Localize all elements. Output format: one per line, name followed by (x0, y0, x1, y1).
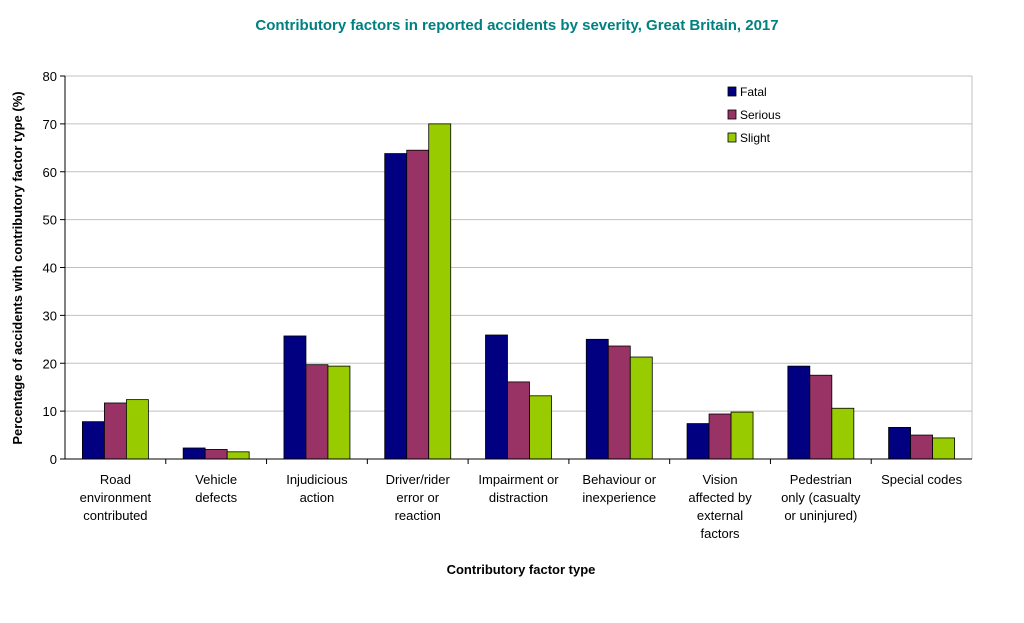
x-category-label: error or (396, 490, 439, 505)
legend-label-slight: Slight (740, 131, 771, 145)
x-category-label: environment (80, 490, 152, 505)
bar-slight (428, 123, 452, 460)
x-category-label: Impairment or (478, 472, 559, 487)
bar-serious (406, 149, 430, 460)
bar-slight (831, 407, 855, 460)
bar-fatal (787, 365, 811, 460)
legend-label-serious: Serious (740, 108, 781, 122)
x-category-label: Behaviour or (582, 472, 656, 487)
legend-swatch-fatal (727, 86, 737, 97)
gridlines (60, 75, 973, 460)
bar-fatal (81, 421, 105, 460)
y-tick-labels: 0 10 20 30 40 50 60 70 80 (43, 69, 57, 467)
bar-fatal (283, 335, 307, 460)
bar-slight (932, 437, 956, 460)
bar-fatal (485, 334, 508, 460)
x-axis-title: Contributory factor type (447, 562, 596, 577)
bar-serious (204, 449, 228, 460)
x-category-label: Special codes (881, 472, 962, 487)
legend: Fatal Serious Slight (727, 85, 781, 145)
bar-fatal (182, 447, 206, 460)
x-category-label: Road (100, 472, 131, 487)
x-category-label: defects (195, 490, 237, 505)
x-category-label: distraction (489, 490, 548, 505)
bar-serious (910, 434, 934, 460)
x-category-label: Driver/rider (386, 472, 451, 487)
bar-fatal (686, 423, 710, 460)
x-category-label: only (casualty (781, 490, 861, 505)
bar-slight (529, 395, 552, 460)
y-tick-label: 80 (43, 69, 57, 84)
y-tick-label: 50 (43, 213, 57, 228)
x-category-label: inexperience (582, 490, 656, 505)
x-category-label: or uninjured) (784, 508, 857, 523)
x-category-label: affected by (688, 490, 752, 505)
legend-swatch-serious (727, 109, 737, 120)
bar-fatal (888, 427, 912, 460)
chart-title: Contributory factors in reported acciden… (255, 17, 778, 34)
bar-fatal (384, 153, 408, 460)
bar-slight (327, 365, 351, 460)
bar-slight (125, 399, 149, 460)
x-category-label: factors (701, 526, 741, 541)
bar-serious (103, 402, 127, 460)
legend-label-fatal: Fatal (740, 85, 767, 99)
bar-serious (607, 345, 631, 460)
y-tick-label: 30 (43, 308, 57, 323)
bar-slight (730, 411, 754, 460)
x-category-label: Injudicious (286, 472, 348, 487)
bar-serious (809, 374, 833, 460)
y-tick-label: 60 (43, 165, 57, 180)
y-tick-label: 0 (50, 452, 57, 467)
y-tick-label: 40 (43, 261, 57, 276)
bar-slight (226, 451, 250, 460)
bar-serious (708, 413, 732, 460)
y-tick-label: 10 (43, 404, 57, 419)
y-axis-title: Percentage of accidents with contributor… (10, 91, 25, 444)
x-category-label: contributed (83, 508, 147, 523)
x-category-label: Vision (702, 472, 737, 487)
x-category-label: external (697, 508, 743, 523)
bar-slight (629, 356, 653, 460)
legend-swatch-slight (727, 132, 737, 143)
bar-serious (507, 381, 530, 460)
y-tick-label: 20 (43, 356, 57, 371)
x-category-label: action (300, 490, 335, 505)
bars (81, 123, 956, 460)
x-category-label: reaction (395, 508, 441, 523)
x-category-label: Pedestrian (790, 472, 852, 487)
y-tick-label: 70 (43, 117, 57, 132)
bar-serious (305, 364, 329, 460)
bar-fatal (585, 338, 609, 460)
x-category-label: Vehicle (195, 472, 237, 487)
x-category-labels: Road environment contributed Vehicle defects… (80, 459, 963, 541)
